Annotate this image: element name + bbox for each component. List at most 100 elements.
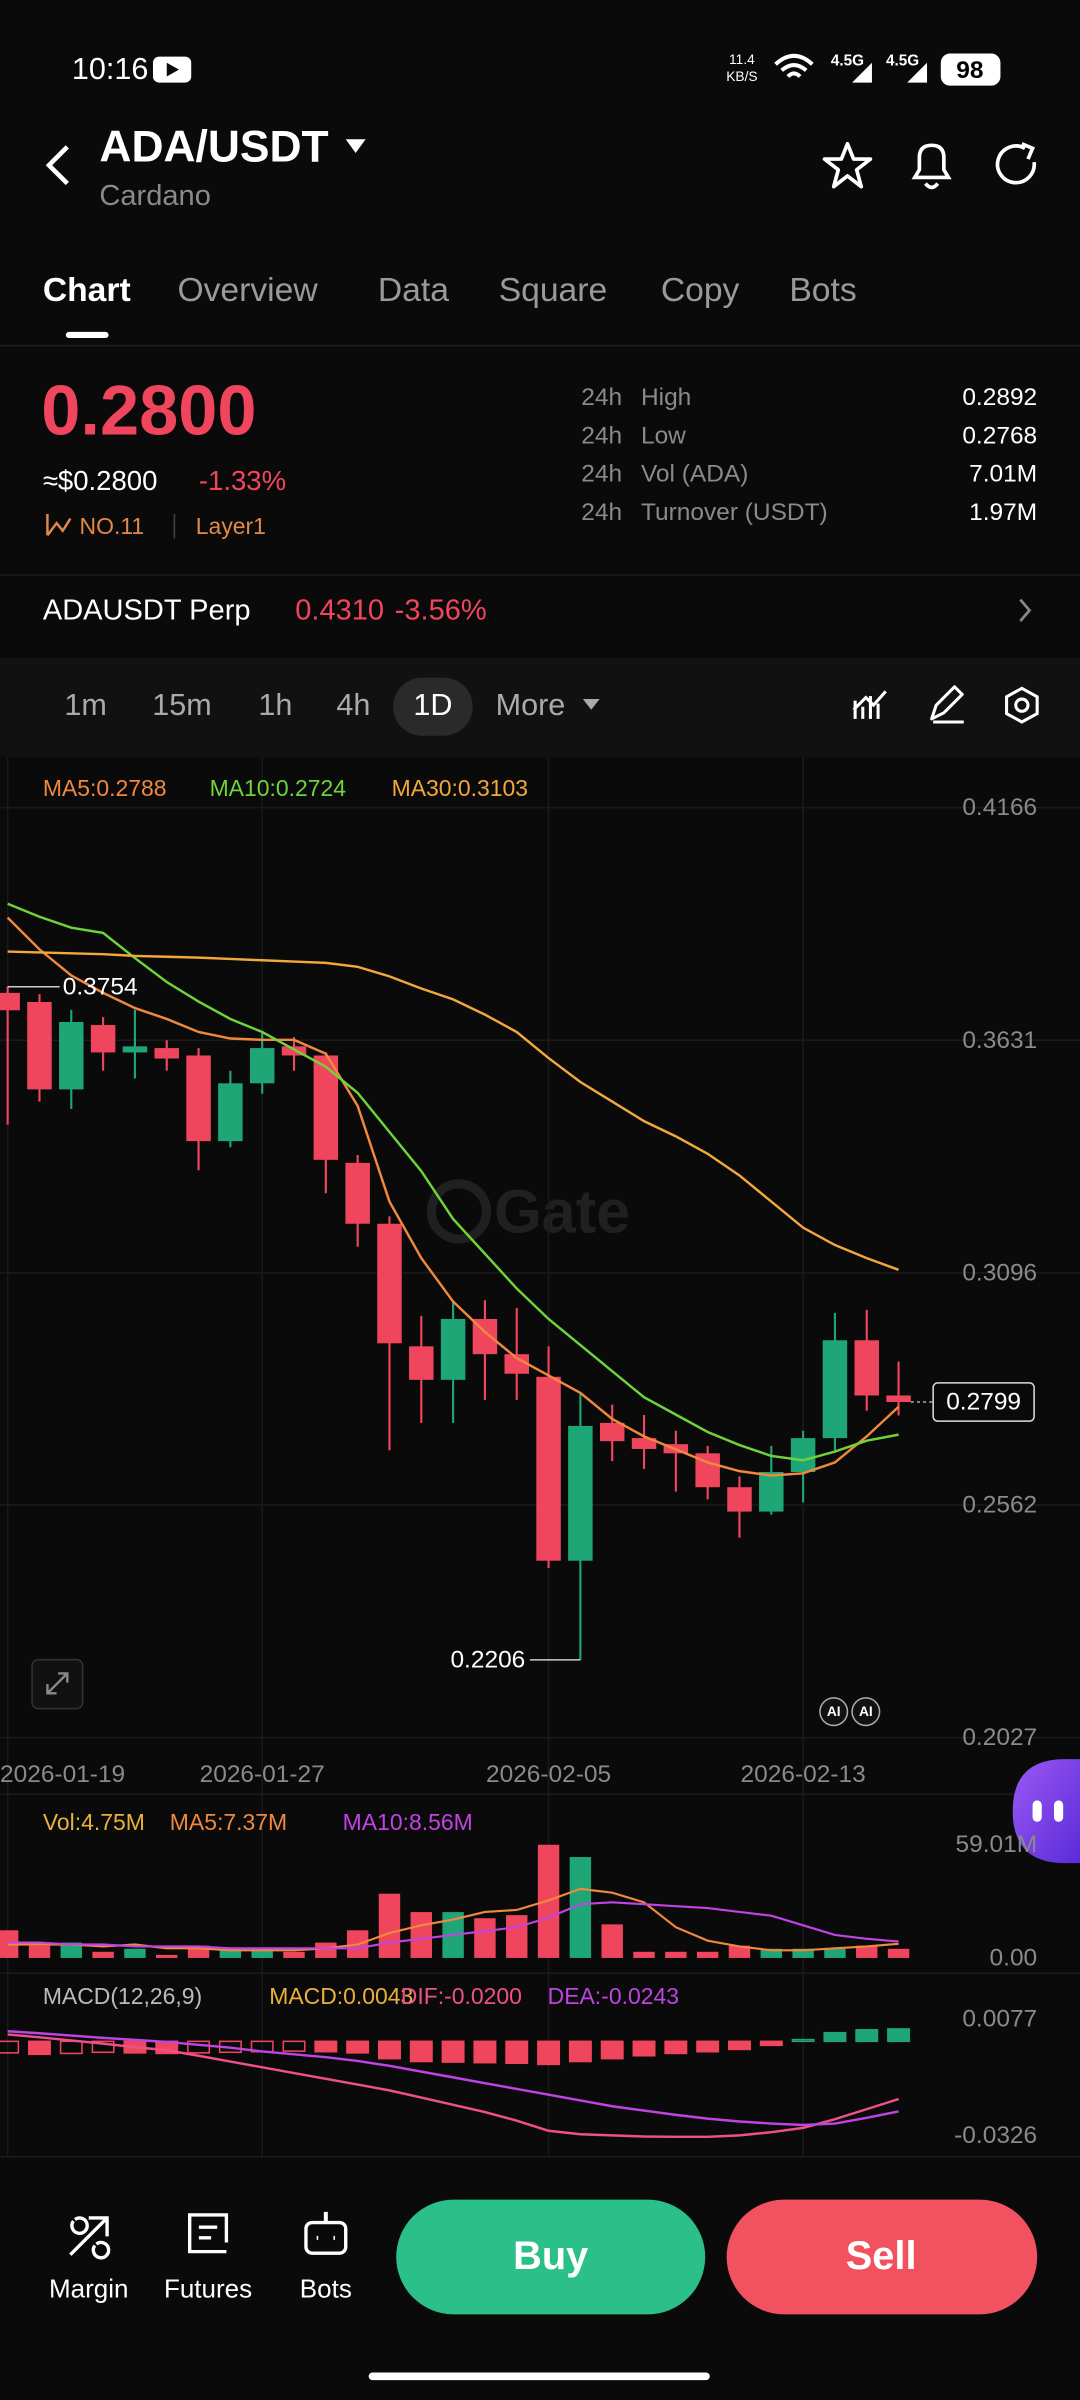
tab[interactable]: Chart [43,272,131,309]
legend-entry: MA10:8.56M [343,1809,473,1835]
settings-icon-center [1014,697,1030,713]
y-tick-label: -0.0326 [954,2122,1037,2149]
interval[interactable]: 15m [152,688,211,722]
assistant-bubble[interactable] [1012,1759,1080,1864]
buy-label[interactable]: Buy [513,2234,588,2278]
price-change: -1.33% [199,465,286,496]
ai-badge[interactable] [851,1697,881,1727]
volume-bar [124,1948,146,1958]
perp-name[interactable]: ADAUSDT Perp [43,594,251,626]
nav-label[interactable]: Futures [164,2273,252,2303]
wifi-icon [774,53,814,78]
battery-level: 98 [956,57,983,84]
last-price-box [932,1382,1035,1422]
last-price: 0.2800 [41,370,256,449]
indicator-icon[interactable] [852,690,887,719]
x-tick-label: 2026-01-27 [200,1761,325,1788]
sell-label[interactable]: Sell [846,2234,917,2278]
macd-bar [696,2040,720,2053]
candle-body [790,1438,816,1473]
usd-price: ≈$0.2800 [43,465,158,496]
interval[interactable]: 4h [336,688,370,722]
nav-label[interactable]: Margin [49,2273,128,2303]
macd-bar [759,2040,783,2047]
perp-chevron[interactable] [1019,598,1032,622]
clock: 10:16 [72,52,149,86]
low-label: 0.2206 [450,1646,525,1673]
candle-body [281,1046,307,1056]
indicator-line [7,2030,899,2127]
settings-icon[interactable] [1005,686,1039,724]
pair-dropdown[interactable] [345,139,366,153]
legend-entry: MACD:0.0043 [269,1983,413,2009]
bots-icon[interactable] [304,2220,348,2255]
x-tick-label: 2026-02-05 [486,1761,611,1788]
volume-bar [219,1948,242,1958]
y-tick-label: 0.00 [990,1944,1038,1971]
margin-icon[interactable] [69,2216,111,2260]
macd-bar [91,2040,115,2054]
tab[interactable]: Overview [177,272,318,309]
volume-bar [760,1948,783,1958]
legend-entry: Vol:4.75M [43,1809,145,1835]
legend-entry: MA5:7.37M [170,1809,287,1835]
draw-icon[interactable] [930,685,964,724]
candle-body [27,1002,52,1090]
alert-icon[interactable] [911,143,952,190]
candle-body [0,992,20,1011]
indicator-line [7,950,899,1271]
candle-body [186,1055,211,1142]
candle-body [822,1340,848,1439]
macd-bar [537,2040,561,2066]
tab[interactable]: Square [499,272,607,309]
macd-bar [0,2040,20,2054]
candle-body [886,1395,911,1403]
legend-entry: MA10:0.2724 [210,775,347,801]
interval[interactable]: 1h [258,688,292,722]
interval[interactable]: 1m [64,688,106,722]
network-type: 4.5G [831,53,864,70]
y-tick-label: 0.3631 [962,1027,1037,1054]
favorite-icon[interactable] [822,141,873,189]
tab[interactable]: Data [378,272,449,309]
home-indicator [368,2372,710,2381]
volume-bar [696,1951,719,1958]
macd-bar [282,2040,306,2052]
volume-bar [92,1951,114,1958]
net-speed: 11.4 [729,52,755,67]
y-tick-label: 0.2562 [962,1492,1037,1519]
ai-badge[interactable] [819,1697,849,1727]
candle-body [568,1425,593,1561]
nav-label[interactable]: Bots [300,2273,352,2303]
interval[interactable]: More [496,688,566,722]
volume-bar [792,1948,814,1958]
tab[interactable]: Bots [789,272,856,309]
candle-body [122,1046,148,1053]
x-tick-label: 2026-01-19 [0,1761,125,1788]
stat-label: High [641,384,691,411]
volume-bar [410,1912,432,1958]
stat-value: 0.2892 [962,384,1037,411]
tab[interactable]: Copy [661,272,740,309]
candle-body [854,1340,879,1396]
x-tick-label: 2026-02-13 [741,1761,866,1788]
volume-bar [251,1948,273,1958]
pair-title[interactable]: ADA/USDT [99,122,328,171]
more-dropdown[interactable] [582,699,600,710]
candle-body [154,1048,179,1059]
futures-icon[interactable] [188,2213,229,2254]
sell-button[interactable] [726,2199,1038,2315]
indicator-line [6,916,900,1477]
candle-body [409,1346,434,1380]
indicator-line [7,2033,899,2139]
macd-bar [187,2040,211,2054]
active-interval-bg [393,677,473,736]
volume-bar [315,1942,337,1958]
refresh-icon[interactable] [995,142,1037,185]
interval[interactable]: 1D [413,688,452,722]
candle-body [90,1025,116,1053]
macd-bar [409,2040,433,2063]
watermark: Gate [494,1177,630,1245]
buy-button[interactable] [396,2199,706,2315]
back-button[interactable] [45,145,69,186]
